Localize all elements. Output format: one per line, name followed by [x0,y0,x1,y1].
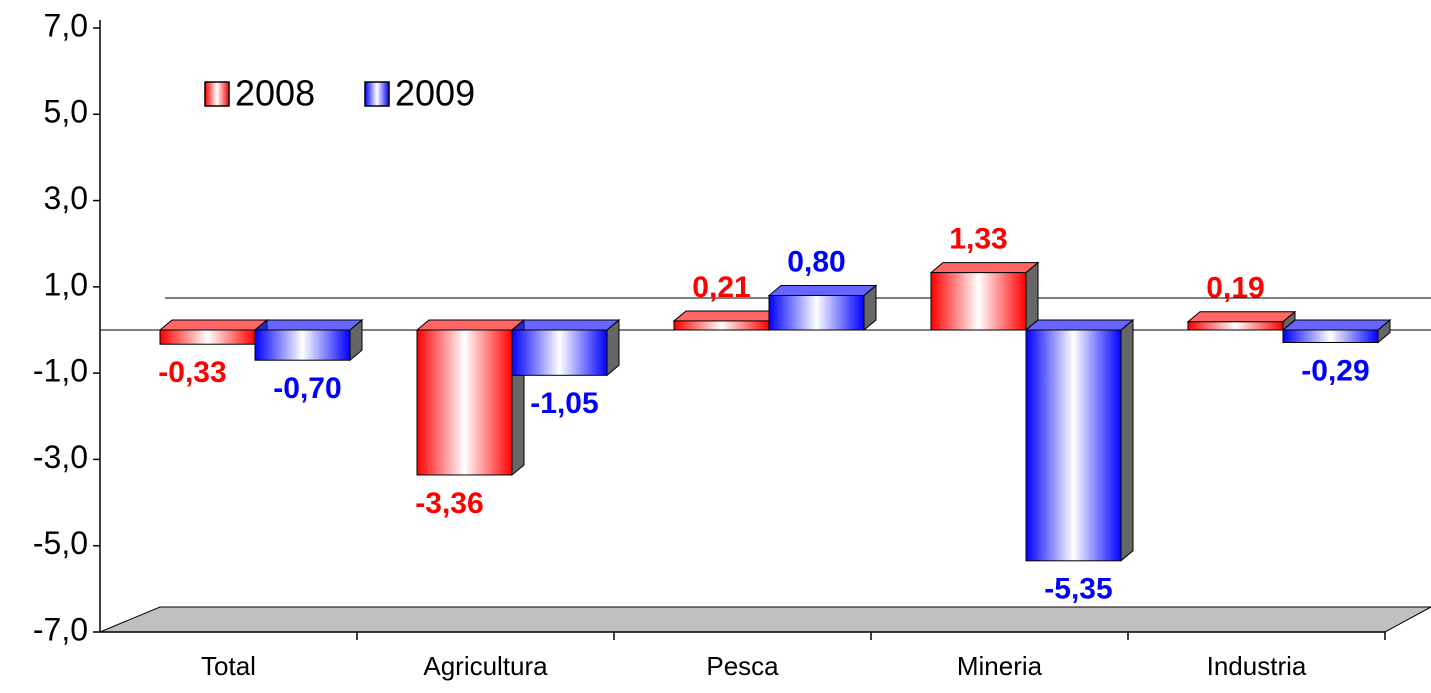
data-label: 1,33 [949,223,1007,256]
bar-side [1025,261,1039,332]
legend-swatch [204,81,230,107]
bar-front [159,329,256,345]
bar-front [768,294,865,331]
bar-top [415,319,526,331]
bar-front [511,329,608,376]
data-label: -3,36 [415,487,483,520]
bar [1024,318,1135,562]
y-tick-label: 1,0 [44,266,88,302]
data-label: 0,21 [692,271,750,304]
x-tick-label: Industria [1207,651,1307,681]
y-tick-label: -3,0 [33,439,88,475]
data-label: -5,35 [1044,573,1112,606]
bar [1186,310,1297,332]
bar [253,318,364,362]
bar [672,309,783,332]
bar [929,261,1040,332]
legend-swatch [364,81,390,107]
bar-front [1187,321,1284,331]
bar-top [1281,319,1392,331]
y-tick-label: 5,0 [44,94,88,130]
bar-front [416,329,513,476]
data-label: -0,70 [273,372,341,405]
data-label: 0,19 [1206,272,1264,305]
bar [415,318,526,477]
legend-label: 2009 [395,73,475,114]
bar [510,318,621,377]
data-label: -0,29 [1301,354,1369,387]
bar-top [253,319,364,331]
bar-top [929,262,1040,274]
x-tick-label: Mineria [957,651,1043,681]
bar [1281,318,1392,344]
bar-front [930,272,1027,331]
bar-front [1025,329,1122,562]
bar-front [254,329,351,361]
bar-top [1186,311,1297,323]
y-tick-label: 7,0 [44,7,88,43]
bar-front [673,320,770,331]
floor [99,606,1431,633]
bar [767,284,878,332]
bar-top [158,319,269,331]
bar-side [1120,318,1134,562]
bar-front [1282,329,1379,344]
x-tick-label: Pesca [706,651,779,681]
bar [158,318,269,346]
bar-top [510,319,621,331]
data-label: -1,05 [530,387,598,420]
y-tick-label: -5,0 [33,525,88,561]
bar-top [672,310,783,322]
y-tick-label: -7,0 [33,611,88,647]
x-tick-label: Total [201,651,256,681]
y-tick-label: 3,0 [44,180,88,216]
legend-label: 2008 [235,73,315,114]
x-tick-label: Agricultura [423,651,548,681]
bar-top [767,284,878,296]
data-label: -0,33 [158,356,226,389]
data-label: 0,80 [787,245,845,278]
y-tick-label: -1,0 [33,353,88,389]
bar-top [1024,319,1135,331]
